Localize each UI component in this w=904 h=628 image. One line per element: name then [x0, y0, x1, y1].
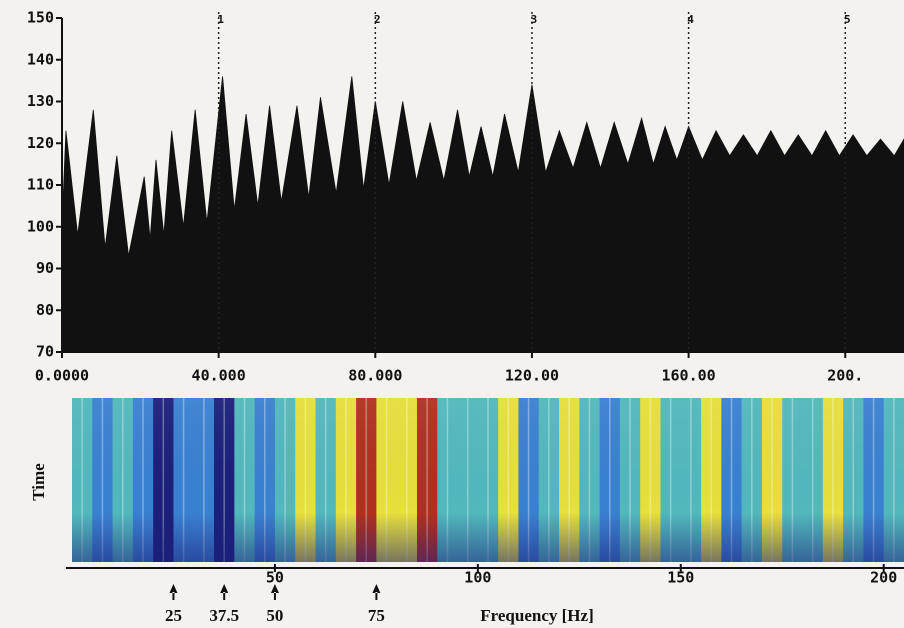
shading	[72, 398, 904, 562]
x-tick-label: 40.000	[192, 367, 246, 385]
spectrum-area	[61, 76, 904, 353]
y-tick-label: 150	[27, 9, 54, 27]
y-axis-label: Time	[29, 463, 48, 501]
x-tick-label: 150	[667, 569, 694, 587]
x-tick-label: 80.000	[348, 367, 402, 385]
x-tick-label: 120.00	[505, 367, 559, 385]
annotation-label: 25	[165, 606, 182, 625]
x-tick-label: 100	[464, 569, 491, 587]
y-tick-label: 140	[27, 50, 54, 68]
y-tick-label: 80	[36, 301, 54, 319]
annotation-label: 50	[266, 606, 283, 625]
x-axis-label: Frequency [Hz]	[480, 606, 593, 625]
x-tick-label: 50	[266, 569, 284, 587]
harmonic-marker-label: 3	[531, 13, 538, 26]
y-tick-label: 130	[27, 92, 54, 110]
annotation-label: 75	[368, 606, 385, 625]
annotation-arrow	[270, 584, 279, 600]
harmonic-marker-label: 2	[374, 13, 381, 26]
y-tick-label: 120	[27, 134, 54, 152]
harmonic-marker-label: 1	[217, 13, 224, 26]
y-tick-label: 110	[27, 176, 54, 194]
y-tick-label: 70	[36, 343, 54, 361]
annotation-arrow	[169, 584, 178, 600]
x-tick-label: 200.	[827, 367, 863, 385]
y-tick-label: 100	[27, 217, 54, 235]
y-tick-label: 90	[36, 259, 54, 277]
x-tick-label: 0.0000	[35, 367, 89, 385]
x-tick-label: 160.00	[662, 367, 716, 385]
annotation-arrow	[372, 584, 381, 600]
annotation-arrow	[220, 584, 229, 600]
x-tick-label: 200	[870, 569, 897, 587]
annotation-label: 37.5	[209, 606, 239, 625]
harmonic-marker-label: 4	[687, 13, 694, 26]
harmonic-marker-label: 5	[844, 13, 851, 26]
